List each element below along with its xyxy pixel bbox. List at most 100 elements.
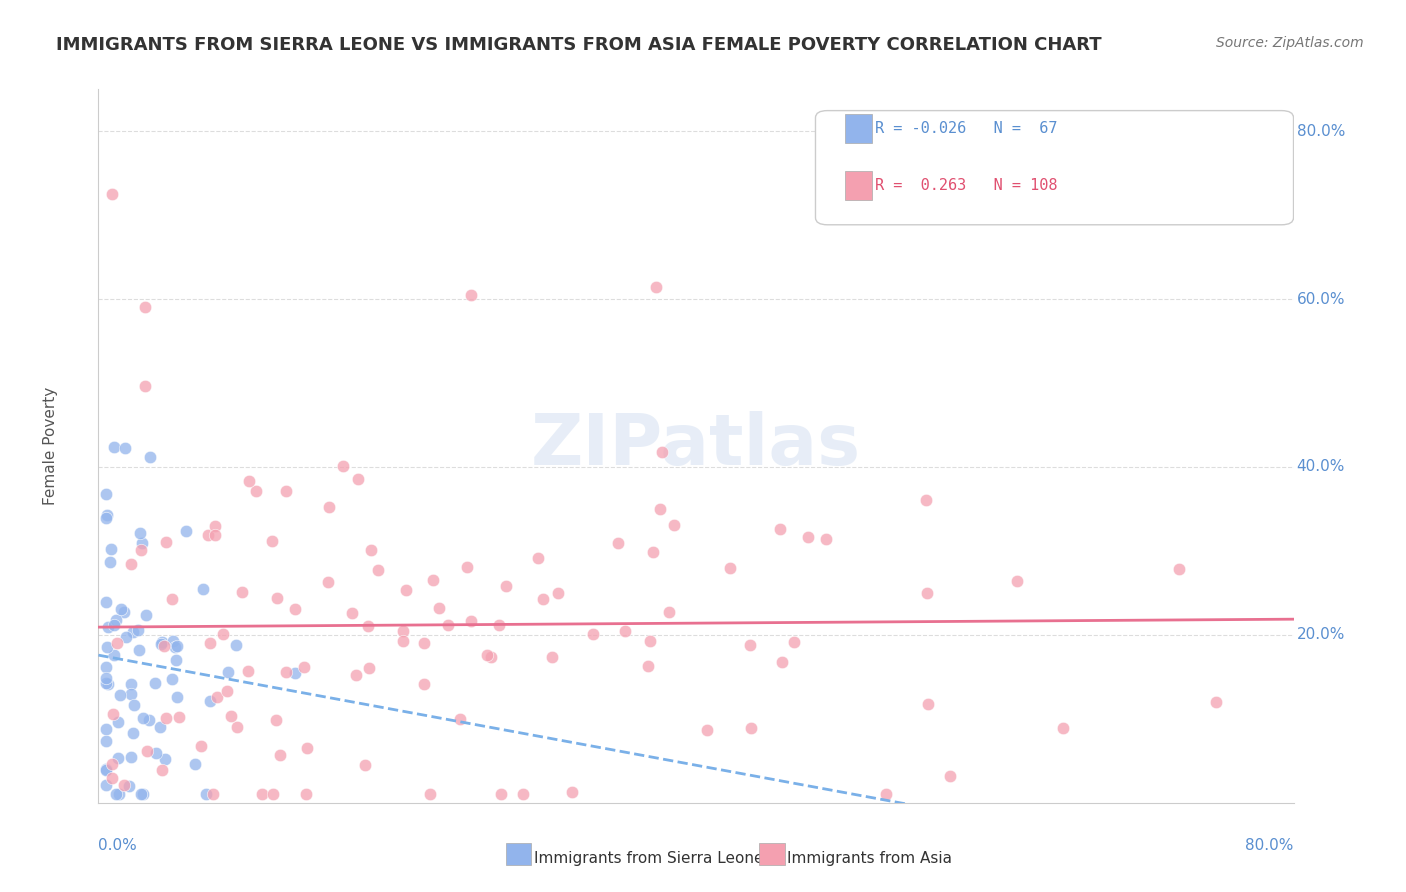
Point xyxy=(143,676,166,690)
Point xyxy=(103,440,125,454)
Point xyxy=(101,186,124,201)
Point xyxy=(607,535,630,549)
Point xyxy=(149,720,172,734)
Point xyxy=(131,536,153,550)
Point xyxy=(651,444,673,458)
Point xyxy=(166,639,188,653)
Point xyxy=(96,508,118,522)
Point xyxy=(347,472,370,486)
Point xyxy=(284,602,307,616)
Point xyxy=(495,579,517,593)
Point xyxy=(225,638,247,652)
Point xyxy=(488,617,510,632)
Point xyxy=(94,487,117,501)
Point xyxy=(204,528,226,542)
Point xyxy=(391,633,413,648)
Point xyxy=(658,605,681,619)
Point xyxy=(94,763,117,777)
Point xyxy=(134,608,156,623)
Point xyxy=(128,643,150,657)
Point xyxy=(260,534,283,549)
Point xyxy=(547,586,569,600)
Point xyxy=(449,712,471,726)
Point xyxy=(413,636,436,650)
Point xyxy=(219,709,242,723)
Point xyxy=(103,648,125,662)
Point xyxy=(769,522,792,536)
Point xyxy=(797,530,820,544)
Point xyxy=(437,618,460,632)
Point xyxy=(184,756,207,771)
FancyBboxPatch shape xyxy=(845,114,872,143)
Point xyxy=(94,762,117,776)
Point xyxy=(226,720,249,734)
Point xyxy=(1167,562,1189,576)
Point xyxy=(118,779,141,793)
Point xyxy=(194,788,217,802)
Point xyxy=(205,690,228,704)
Point xyxy=(650,502,672,516)
Point xyxy=(97,620,120,634)
Point xyxy=(1007,574,1029,588)
Point xyxy=(204,518,226,533)
Point xyxy=(135,744,157,758)
Point xyxy=(231,585,253,599)
Point xyxy=(100,541,122,556)
Point xyxy=(460,614,482,628)
Point xyxy=(128,525,150,540)
Point xyxy=(637,659,659,673)
Point xyxy=(284,665,307,680)
Point xyxy=(245,483,267,498)
Point xyxy=(740,721,762,735)
Point xyxy=(318,500,340,515)
Point xyxy=(150,763,173,777)
Point xyxy=(114,778,136,792)
Point xyxy=(512,788,534,802)
Point xyxy=(167,710,190,724)
Point xyxy=(112,605,135,619)
Point xyxy=(294,788,316,802)
Point xyxy=(101,707,124,722)
Point xyxy=(356,619,378,633)
Point xyxy=(110,602,132,616)
Point xyxy=(427,601,450,615)
Point xyxy=(201,788,224,802)
Point xyxy=(354,758,377,772)
Point xyxy=(740,638,762,652)
Point xyxy=(266,591,288,606)
Point xyxy=(165,640,187,654)
Text: 80.0%: 80.0% xyxy=(1296,124,1346,138)
Point xyxy=(645,280,668,294)
Point xyxy=(94,660,117,674)
Point xyxy=(166,690,188,704)
Point xyxy=(200,694,222,708)
Point xyxy=(357,661,380,675)
Point xyxy=(292,660,315,674)
Text: R = -0.026   N =  67: R = -0.026 N = 67 xyxy=(876,121,1057,136)
Point xyxy=(262,788,284,802)
Point xyxy=(114,441,136,455)
Point xyxy=(155,535,177,549)
Point xyxy=(783,634,806,648)
Point xyxy=(152,635,174,649)
Text: Source: ZipAtlas.com: Source: ZipAtlas.com xyxy=(1216,36,1364,50)
Point xyxy=(460,288,482,302)
Point xyxy=(875,788,897,802)
Point xyxy=(120,557,142,571)
Point xyxy=(94,723,117,737)
Point xyxy=(94,675,117,690)
Point xyxy=(94,733,117,747)
Point xyxy=(541,650,564,665)
Point xyxy=(94,595,117,609)
Point xyxy=(664,517,686,532)
Point xyxy=(456,560,478,574)
Point xyxy=(489,788,512,802)
Point xyxy=(145,746,167,760)
Point xyxy=(160,591,183,606)
Point xyxy=(238,475,260,489)
Point xyxy=(316,574,339,589)
Point xyxy=(104,613,127,627)
Point xyxy=(269,747,291,762)
Point xyxy=(153,640,176,654)
Point xyxy=(94,511,117,525)
